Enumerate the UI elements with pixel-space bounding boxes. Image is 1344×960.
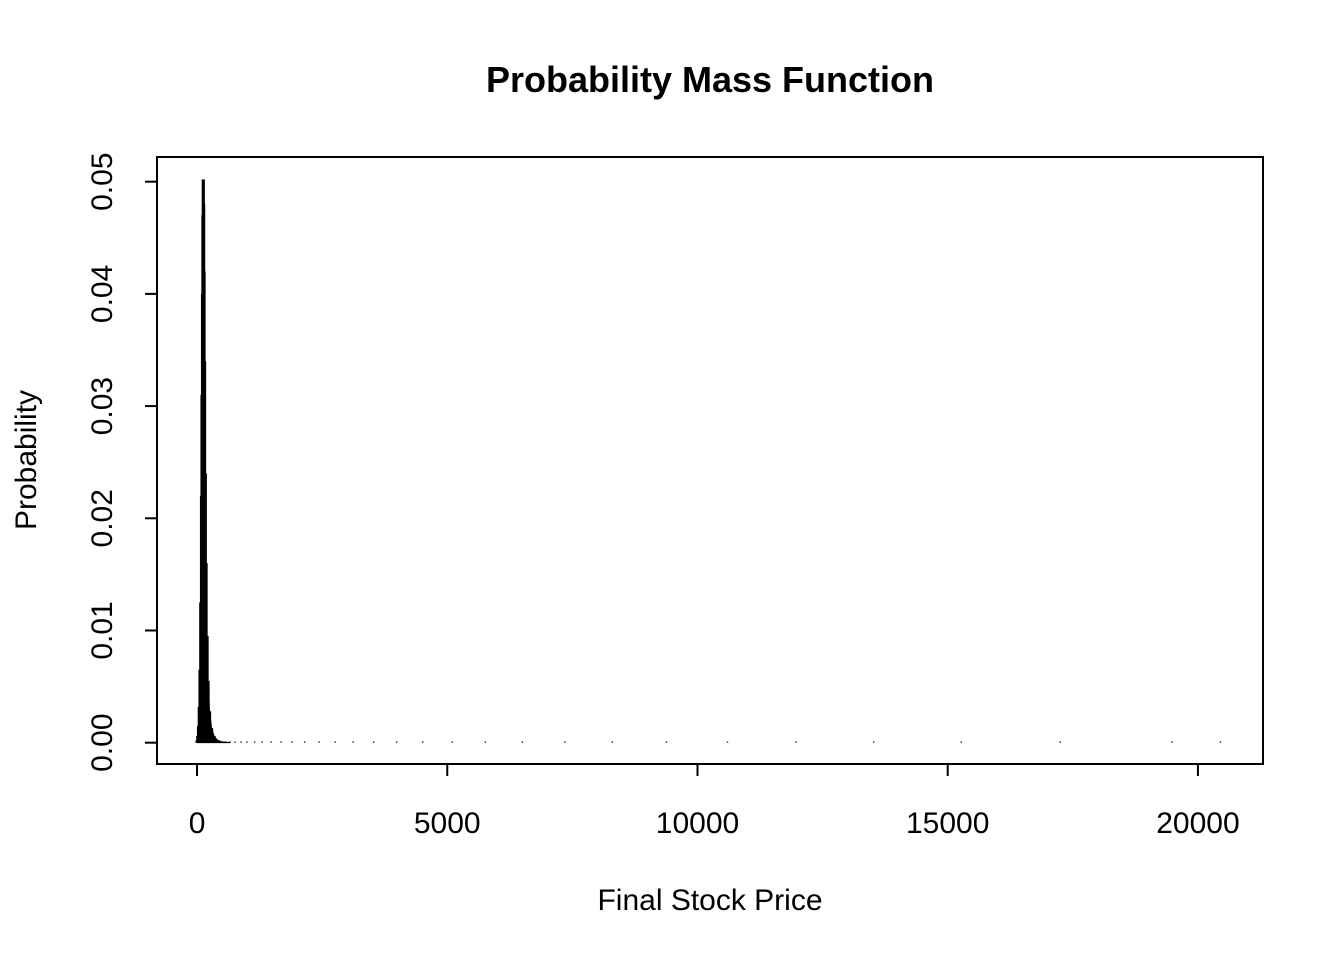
y-tick-label: 0.03 [86,377,119,435]
y-tick-label: 0.01 [86,601,119,659]
pmf-peak-area [196,179,231,744]
bar-marks [195,179,1222,744]
x-tick-label: 5000 [414,807,481,840]
y-tick-label: 0.02 [86,489,119,547]
chart-title: Probability Mass Function [486,59,934,100]
y-tick-label: 0.05 [86,152,119,210]
x-axis-label: Final Stock Price [597,884,822,917]
x-axis: 0 5000 10000 15000 20000 [189,763,1240,840]
x-tick-label: 15000 [906,807,989,840]
x-tick-label: 20000 [1156,807,1239,840]
x-tick-label: 0 [189,807,206,840]
y-axis: 0.00 0.01 0.02 0.03 0.04 0.05 [86,152,158,772]
y-tick-label: 0.00 [86,713,119,771]
x-tick-label: 10000 [656,807,739,840]
y-axis-label: Probability [10,390,43,530]
y-tick-label: 0.04 [86,265,119,323]
